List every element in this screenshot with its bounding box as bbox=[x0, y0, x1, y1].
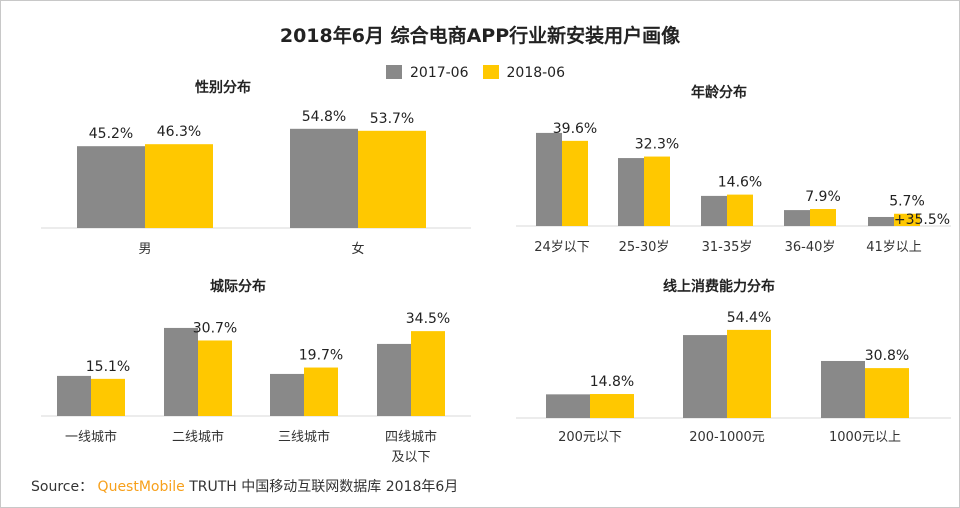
legend-swatch bbox=[386, 65, 402, 79]
data-label: 7.9% bbox=[805, 189, 841, 205]
category-label: 24岁以下 bbox=[534, 240, 590, 255]
bar-2018 bbox=[358, 130, 426, 228]
bar-2017 bbox=[546, 394, 590, 418]
data-label: 46.3% bbox=[157, 124, 201, 140]
source-text: TRUTH 中国移动互联网数据库 2018年6月 bbox=[189, 479, 459, 495]
consumption-chart-title: 线上消费能力分布 bbox=[663, 279, 775, 295]
bar-2017 bbox=[868, 216, 894, 226]
category-label: 四线城市 bbox=[385, 429, 437, 445]
bar-2018 bbox=[562, 140, 588, 226]
bar-2017 bbox=[377, 343, 411, 416]
source-note: Source： QuestMobile TRUTH 中国移动互联网数据库 201… bbox=[31, 476, 458, 496]
category-label: 41岁以上 bbox=[866, 240, 922, 255]
category-label: 三线城市 bbox=[278, 429, 330, 445]
data-label: 15.1% bbox=[86, 359, 130, 375]
data-label: 39.6% bbox=[553, 121, 597, 137]
category-label: 36-40岁 bbox=[785, 240, 836, 255]
category-label: 女 bbox=[351, 241, 364, 257]
gender-chart-title: 性别分布 bbox=[195, 80, 251, 96]
bar-2017 bbox=[536, 132, 562, 226]
growth-annotation: +35.5% bbox=[894, 212, 950, 228]
bar-2017 bbox=[784, 210, 810, 226]
legend: 2017-06 2018-06 bbox=[386, 65, 565, 81]
bar-2017 bbox=[821, 360, 865, 418]
city-chart-title: 城际分布 bbox=[210, 279, 266, 295]
category-label: 31-35岁 bbox=[702, 240, 753, 255]
category-label: 及以下 bbox=[391, 450, 430, 465]
bar-2017 bbox=[270, 373, 304, 416]
data-label: 5.7% bbox=[889, 194, 925, 210]
bar-2018 bbox=[590, 394, 634, 418]
legend-label: 2017-06 bbox=[410, 65, 469, 81]
category-label: 200-1000元 bbox=[689, 430, 765, 445]
source-brand: QuestMobile bbox=[97, 479, 185, 495]
data-label: 14.8% bbox=[590, 374, 634, 390]
legend-item-2017: 2017-06 bbox=[386, 65, 469, 81]
bar-2017 bbox=[683, 335, 727, 418]
data-label: 30.8% bbox=[865, 348, 909, 364]
main-title: 2018年6月 综合电商APP行业新安装用户画像 bbox=[279, 25, 681, 47]
bar-2017 bbox=[618, 158, 644, 226]
bar-2018 bbox=[727, 194, 753, 226]
category-label: 一线城市 bbox=[65, 429, 117, 445]
bar-2018 bbox=[411, 331, 445, 416]
category-label: 二线城市 bbox=[172, 429, 224, 445]
bar-2018 bbox=[644, 156, 670, 226]
bar-2018 bbox=[198, 340, 232, 416]
bar-2017 bbox=[77, 146, 145, 228]
data-label: 54.4% bbox=[727, 310, 771, 326]
data-label: 34.5% bbox=[406, 311, 450, 327]
bar-2018 bbox=[894, 213, 920, 226]
data-label: 14.6% bbox=[718, 175, 762, 191]
category-label: 男 bbox=[138, 242, 151, 257]
data-label: 54.8% bbox=[302, 109, 346, 125]
bar-2017 bbox=[290, 128, 358, 228]
category-label: 1000元以上 bbox=[829, 430, 901, 445]
bar-2018 bbox=[727, 329, 771, 418]
category-label: 25-30岁 bbox=[619, 240, 670, 255]
data-label: 32.3% bbox=[635, 137, 679, 153]
bar-2018 bbox=[810, 209, 836, 226]
bar-2017 bbox=[57, 375, 91, 416]
source-prefix: Source： bbox=[31, 479, 94, 495]
legend-label: 2018-06 bbox=[506, 65, 566, 81]
bar-2017 bbox=[701, 195, 727, 226]
bar-2018 bbox=[304, 367, 338, 416]
legend-item-2018: 2018-06 bbox=[482, 65, 566, 81]
bar-2017 bbox=[164, 327, 198, 416]
age-chart-title: 年龄分布 bbox=[691, 85, 747, 101]
data-label: 53.7% bbox=[370, 111, 414, 127]
data-label: 45.2% bbox=[89, 126, 133, 142]
bar-2018 bbox=[91, 378, 125, 416]
data-label: 19.7% bbox=[299, 348, 343, 364]
bar-2018 bbox=[145, 144, 213, 228]
data-label: 30.7% bbox=[193, 320, 237, 336]
category-label: 200元以下 bbox=[558, 430, 622, 445]
bar-2018 bbox=[865, 368, 909, 418]
legend-swatch bbox=[482, 65, 499, 79]
